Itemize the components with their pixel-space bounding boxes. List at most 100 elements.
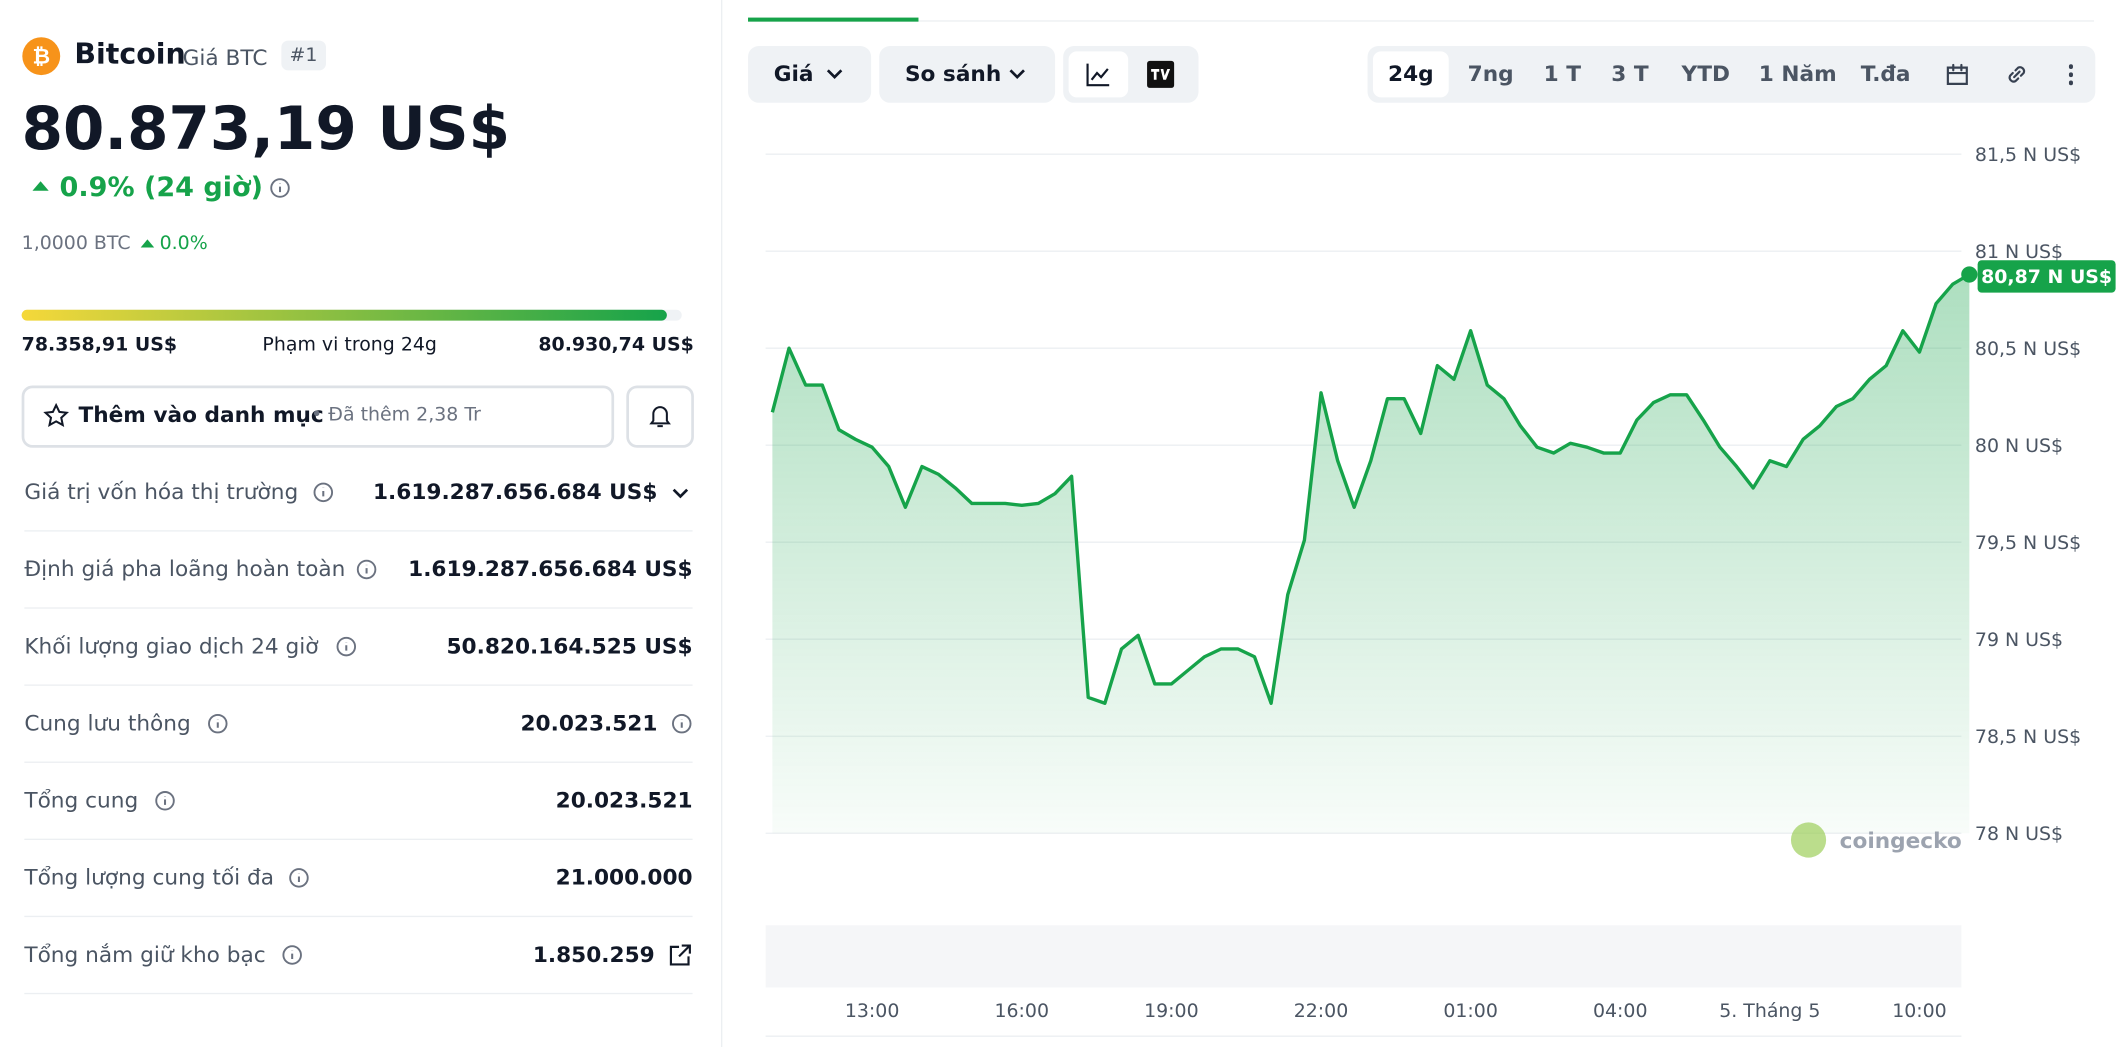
line-toggle[interactable]	[1068, 51, 1129, 98]
info-circle	[155, 791, 175, 811]
star-icon	[43, 403, 69, 427]
range-button[interactable]: 1 T	[1543, 60, 1582, 87]
info-icon	[208, 713, 228, 734]
line-icon	[1086, 63, 1110, 87]
info-circle	[356, 559, 377, 580]
x-tick-label: 10:00	[1892, 1000, 1947, 1022]
info-circle	[282, 945, 302, 965]
y-tick-label: 80,5 N US$	[1975, 338, 2081, 360]
link-path	[2008, 66, 2026, 83]
range-fill	[21, 309, 667, 321]
x-tick-label: 16:00	[994, 1000, 1049, 1022]
range-button[interactable]: 7ng	[1467, 60, 1514, 87]
x-tick-label: 22:00	[1294, 1000, 1349, 1022]
up-arrow	[140, 239, 155, 248]
area	[772, 274, 1970, 834]
stat-label: Tổng lượng cung tối đa	[24, 864, 275, 891]
price-dropdown[interactable]: Giá	[748, 45, 872, 103]
y-tick-label: 79,5 N US$	[1975, 532, 2081, 554]
watchlist-button[interactable]: Thêm vào danh mục • Đã thêm 2,38 Tr	[21, 385, 615, 448]
coin-symbol: Giá BTC	[182, 44, 268, 71]
chevron	[1009, 69, 1025, 80]
stat-label: Tổng cung	[24, 787, 139, 813]
range-button[interactable]: T.đa	[1860, 60, 1911, 87]
stat-value: 50.820.164.525 US$	[446, 633, 693, 659]
y-tick-label: 78 N US$	[1975, 823, 2063, 845]
rank: #1	[281, 40, 326, 71]
stat-row: Tổng cung 20.023.521	[24, 763, 693, 841]
info-icon	[270, 178, 290, 198]
price-dropdown-label: Giá	[773, 60, 814, 87]
last-point	[1961, 266, 1978, 283]
external-link	[669, 944, 691, 966]
range-button[interactable]: 24g	[1372, 51, 1449, 98]
stat-value: 1.619.287.656.684 US$	[372, 478, 658, 505]
info-circle	[208, 713, 228, 734]
info-icon	[282, 945, 302, 965]
info-icon	[336, 636, 357, 657]
stat-value: 20.023.521	[520, 710, 658, 736]
active-tab	[748, 17, 919, 22]
watermark: coingecko	[1840, 829, 1962, 854]
range-label: Phạm vi trong 24g	[262, 334, 437, 356]
info-icon	[356, 559, 377, 580]
stat-row: Cung lưu thông 20.023.521	[24, 686, 693, 763]
svg-text:₿: ₿	[32, 45, 50, 70]
price: 80.873,19 US$	[21, 94, 511, 164]
x-tick-label: 04:00	[1593, 1000, 1648, 1022]
info-icon	[313, 482, 334, 503]
price-tag	[1977, 260, 2116, 293]
calendar-icon[interactable]	[1944, 61, 1971, 88]
price-tag-label: 80,87 N US$	[1981, 266, 2112, 288]
range-button[interactable]: 3 T	[1611, 60, 1649, 87]
stat-label: Giá trị vốn hóa thị trường	[24, 478, 299, 505]
y-tick-label: 80 N US$	[1975, 435, 2063, 457]
watermark-icon	[1790, 822, 1827, 858]
stat-row: Tổng nắm giữ kho bạc 1.850.259	[24, 917, 693, 995]
stat-row: Định giá pha loãng hoàn toàn 1.619.287.65…	[24, 532, 693, 609]
tab-line	[748, 20, 2094, 22]
stat-label: Định giá pha loãng hoàn toàn	[24, 555, 346, 582]
stat-row: Khối lượng giao dịch 24 giờ 50.820.164.52…	[24, 609, 693, 686]
coin-name: Bitcoin	[74, 37, 186, 71]
link-path	[669, 944, 691, 966]
y-tick-label: 78,5 N US$	[1975, 726, 2081, 748]
volume-base	[765, 925, 1962, 988]
range-low: 78.358,91 US$	[21, 334, 178, 356]
price-change: 0.9% (24 giờ)	[59, 170, 263, 203]
info-circle	[289, 868, 309, 888]
x-tick-label: 01:00	[1443, 1000, 1498, 1022]
stat-value: 1.850.259	[532, 941, 655, 968]
link-icon[interactable]	[2003, 61, 2030, 88]
info-circle	[336, 636, 357, 657]
alert-button[interactable]	[626, 385, 694, 448]
calendar-path	[1946, 63, 1968, 85]
stat-label: Cung lưu thông	[24, 710, 191, 736]
compare-dropdown[interactable]: So sánh	[879, 45, 1056, 103]
chevron	[672, 488, 689, 499]
stat-row: Tổng lượng cung tối đa 21.000.000	[24, 840, 693, 918]
watchlist-label: Thêm vào danh mục	[78, 401, 324, 428]
chart-style	[1063, 45, 1199, 103]
range-high: 80.930,74 US$	[538, 334, 694, 356]
y-tick-label: 79 N US$	[1975, 629, 2063, 651]
price-line	[770, 272, 1971, 705]
y-tick-label: 81 N US$	[1975, 241, 2063, 263]
more-icon[interactable]	[2057, 61, 2084, 88]
tradingview-toggle[interactable]	[1147, 60, 1175, 88]
divider	[720, 0, 723, 1047]
info-icon	[672, 713, 692, 734]
btc-change: 0.0%	[159, 232, 208, 255]
btc-amount: 1,0000 BTC	[21, 232, 131, 255]
compare-label: So sánh	[904, 60, 1002, 87]
info-circle	[672, 713, 692, 734]
chevron-path	[672, 488, 689, 499]
stat-label: Tổng nắm giữ kho bạc	[24, 941, 266, 968]
info-circle	[313, 482, 334, 503]
x-tick-label: 19:00	[1144, 1000, 1199, 1022]
range-button[interactable]: YTD	[1681, 60, 1730, 87]
range-button[interactable]: 1 Năm	[1758, 60, 1837, 87]
y-tick-label: 81,5 N US$	[1975, 144, 2081, 166]
